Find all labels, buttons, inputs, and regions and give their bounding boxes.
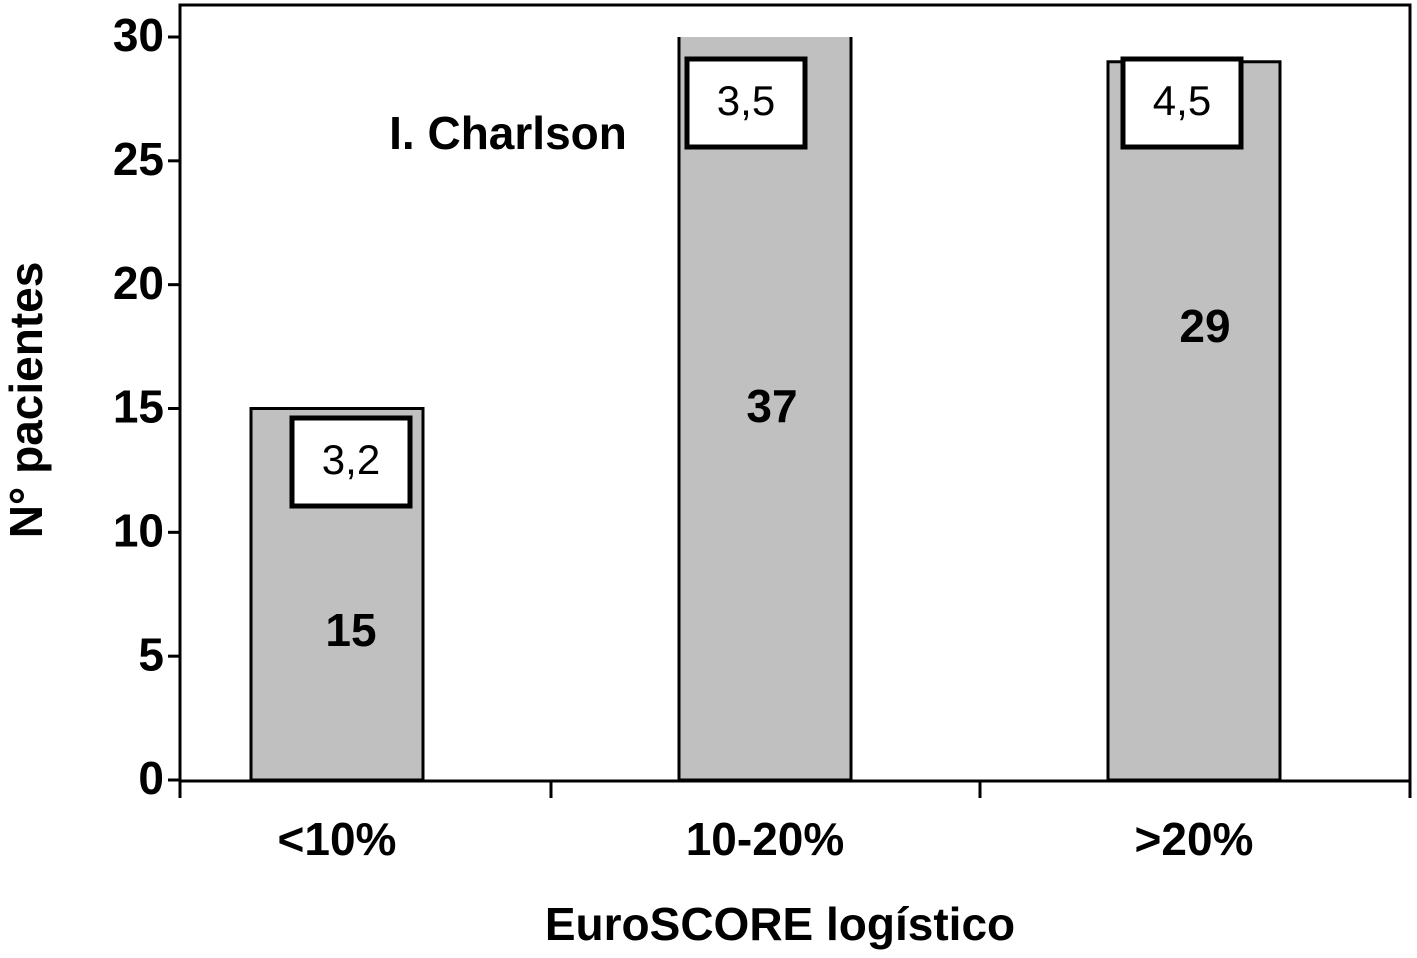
y-tick-label: 5 (138, 628, 164, 680)
y-tick-label: 0 (138, 752, 164, 804)
y-tick-label: 20 (113, 257, 164, 309)
annotation-value: 3,5 (717, 77, 775, 124)
data-label: 37 (746, 380, 797, 432)
annotation-box (289, 415, 413, 509)
data-label: 15 (325, 604, 376, 656)
x-tick-label: >20% (1135, 813, 1254, 865)
y-tick-label: 30 (113, 9, 164, 61)
annotation-value: 4,5 (1153, 77, 1211, 124)
bar (1106, 60, 1282, 782)
annotation-value: 3,2 (322, 436, 380, 483)
x-tick-label: 10-20% (686, 813, 845, 865)
x-axis-label: EuroSCORE logístico (545, 898, 1015, 950)
annotation-label: I. Charlson (389, 107, 627, 159)
x-tick-label: <10% (278, 813, 397, 865)
bar (677, 37, 853, 782)
y-axis-label: N° pacientes (0, 262, 52, 539)
y-tick-label: 15 (113, 381, 164, 433)
annotation-box (1120, 56, 1244, 150)
bars (249, 37, 1282, 782)
y-tick-label: 10 (113, 504, 164, 556)
annotation-box (684, 56, 808, 150)
y-tick-label: 25 (113, 133, 164, 185)
data-label: 29 (1179, 300, 1230, 352)
